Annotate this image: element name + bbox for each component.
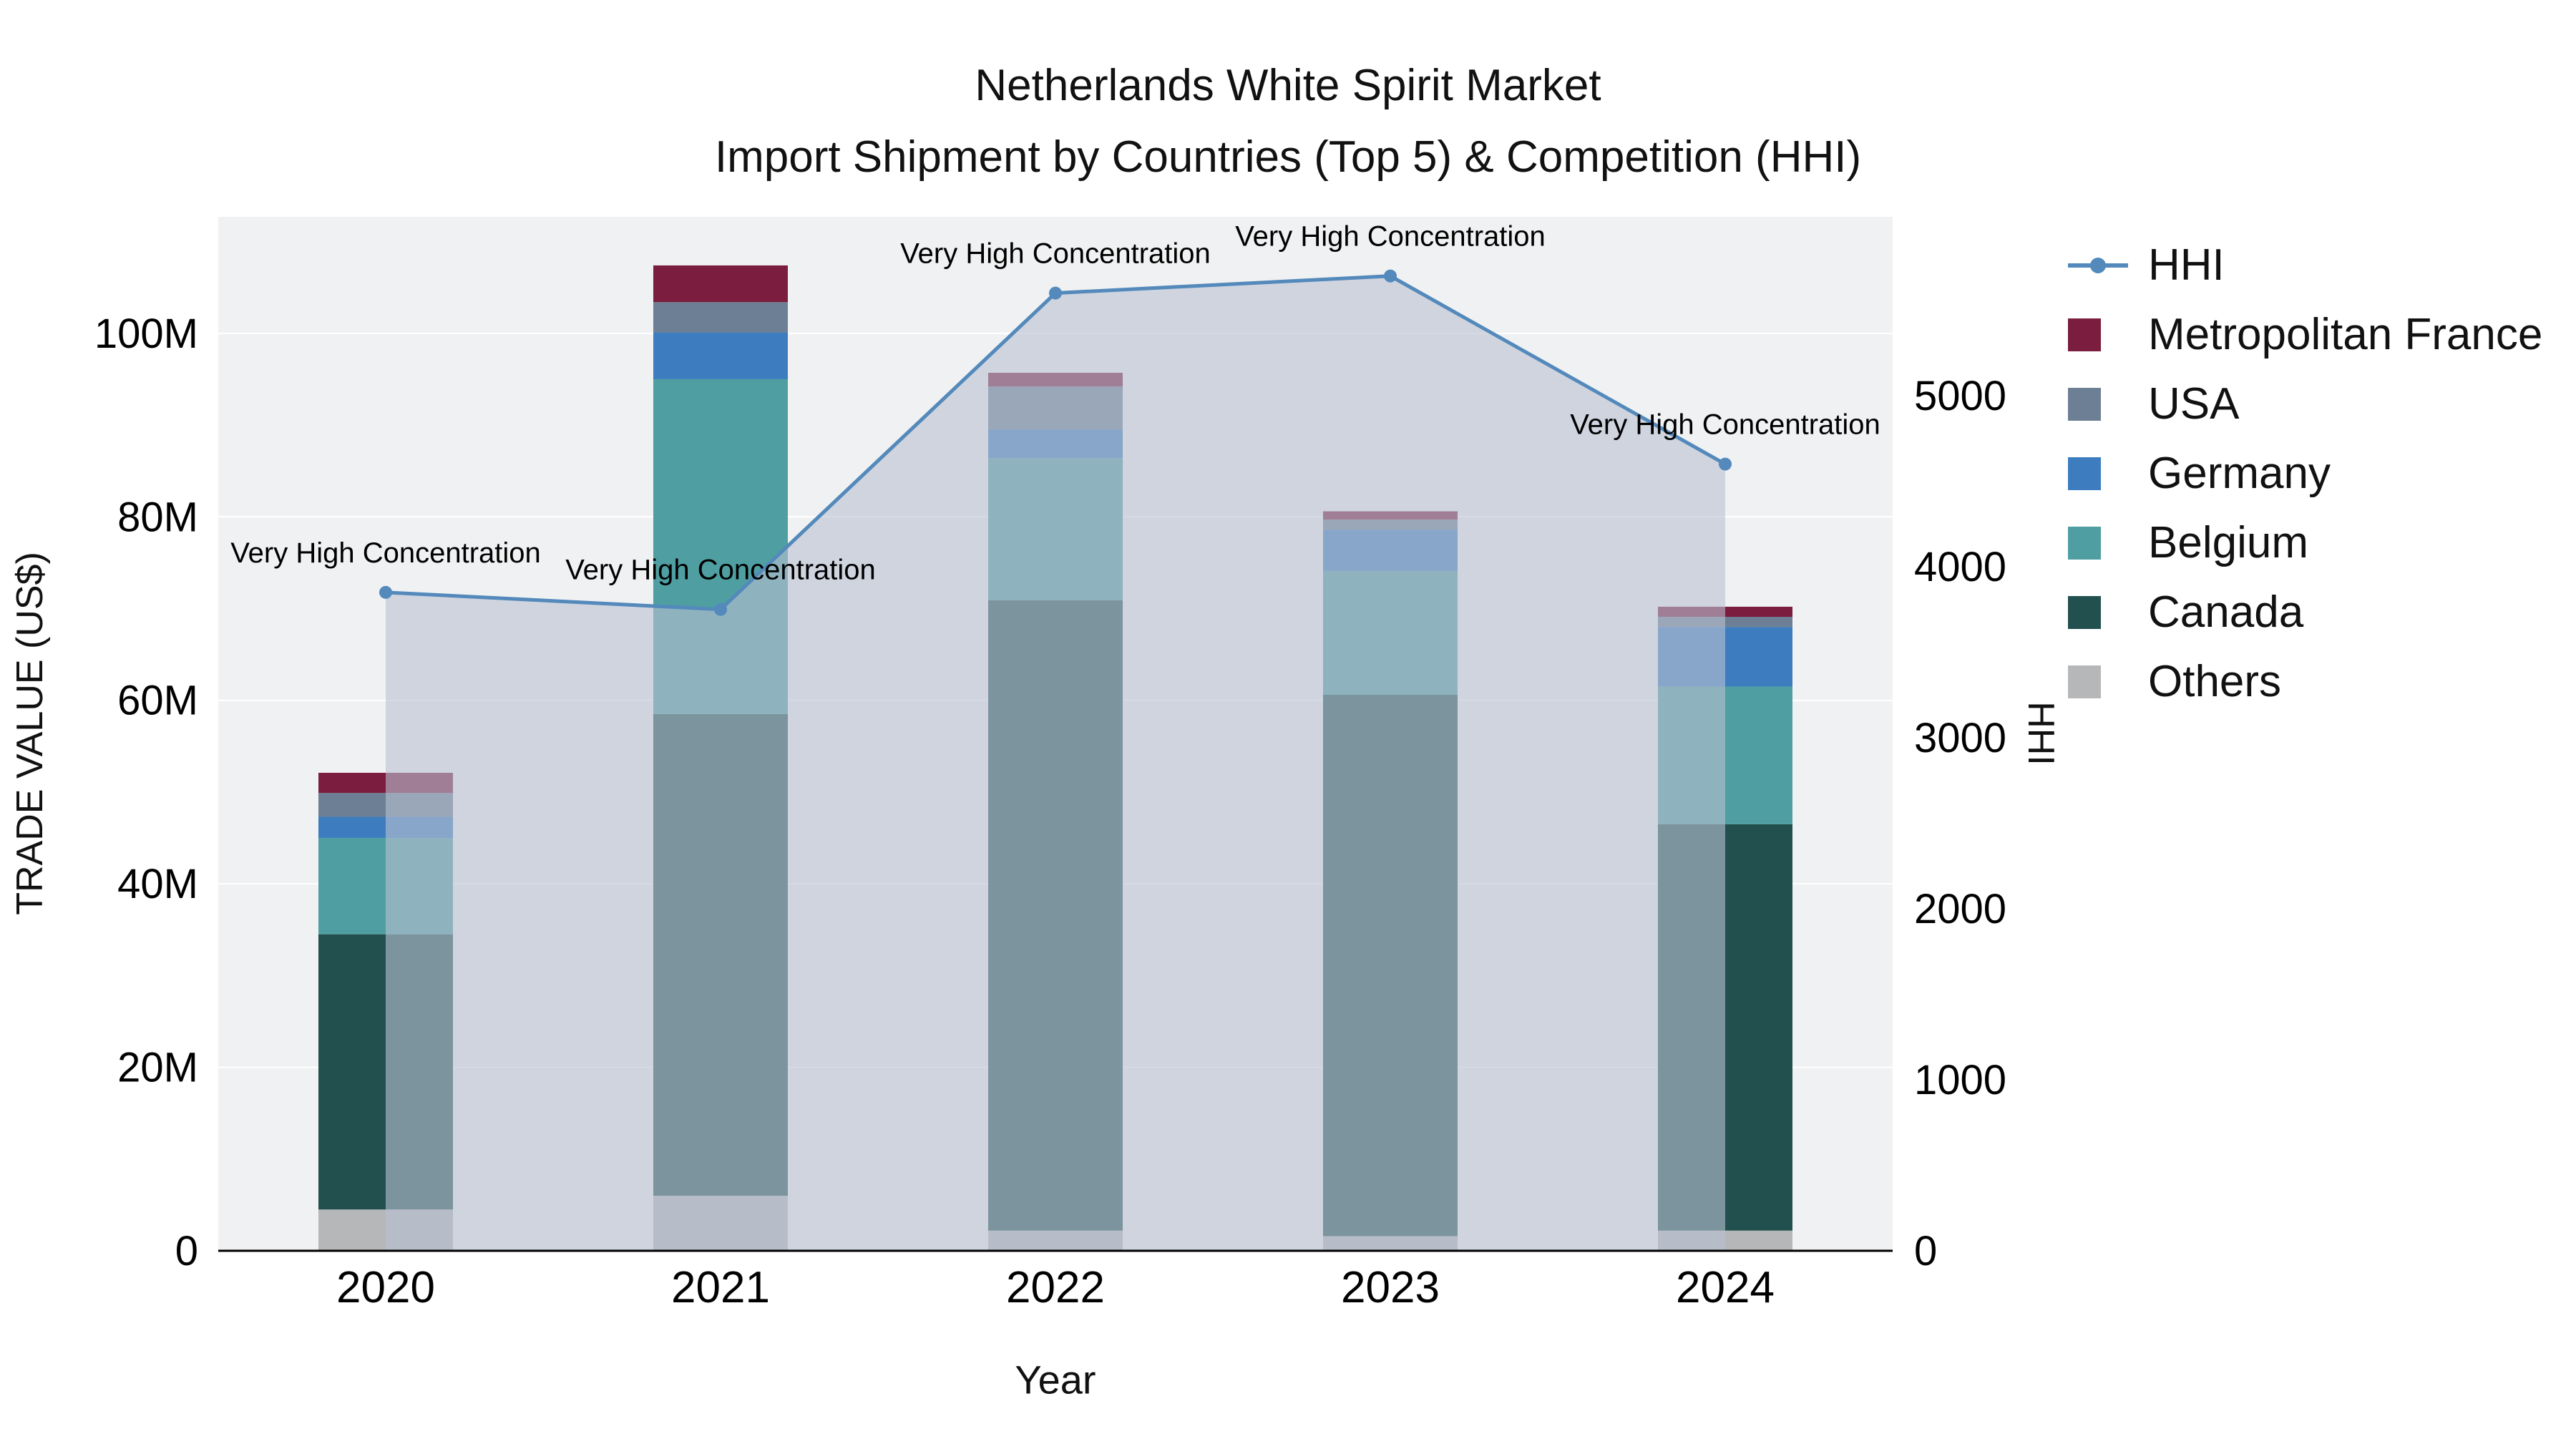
legend-item-canada[interactable]: Canada <box>2068 577 2542 647</box>
annotation-2023: Very High Concentration <box>1235 221 1546 253</box>
legend-label: Belgium <box>2148 518 2308 567</box>
legend: HHI Metropolitan France USA Germany Belgium C… <box>2068 230 2542 716</box>
x-axis-tick: 2024 <box>1676 1263 1775 1312</box>
annotation-2021: Very High Concentration <box>565 555 876 586</box>
legend-line-swatch-icon <box>2068 263 2137 268</box>
right-axis-title: HHI <box>2020 701 2062 766</box>
legend-label: Metropolitan France <box>2148 310 2543 359</box>
right-axis-tick: 5000 <box>1914 373 2006 419</box>
chart-title-line2: Import Shipment by Countries (Top 5) & C… <box>714 132 1862 182</box>
legend-item-hhi[interactable]: HHI <box>2068 230 2542 300</box>
legend-item-belgium[interactable]: Belgium <box>2068 508 2542 577</box>
annotation-2024: Very High Concentration <box>1570 409 1880 441</box>
legend-square-swatch-icon <box>2068 665 2137 698</box>
x-axis-tick: 2020 <box>336 1263 435 1312</box>
left-axis-tick: 80M <box>117 494 198 540</box>
left-axis-tick: 100M <box>94 311 198 357</box>
left-axis-title: TRADE VALUE (US$) <box>9 552 51 915</box>
legend-square-swatch-icon <box>2068 318 2137 351</box>
annotation-2022: Very High Concentration <box>900 238 1211 270</box>
right-axis-tick: 4000 <box>1914 544 2006 590</box>
legend-square-swatch-icon <box>2068 526 2137 560</box>
legend-label: HHI <box>2148 240 2225 290</box>
right-axis-tick: 3000 <box>1914 715 2006 761</box>
bar-segment-usa-2021[interactable] <box>653 302 788 333</box>
hhi-point-2020[interactable] <box>379 585 392 599</box>
left-axis-tick: 0 <box>175 1228 198 1274</box>
legend-label: USA <box>2148 379 2240 429</box>
legend-square-swatch-icon <box>2068 595 2137 629</box>
annotation-2020: Very High Concentration <box>230 537 541 569</box>
x-axis-tick: 2021 <box>671 1263 770 1312</box>
right-axis-tick: 0 <box>1914 1228 1937 1274</box>
right-axis-tick: 1000 <box>1914 1057 2006 1103</box>
chart-title: Netherlands White Spirit Market Import S… <box>0 50 2576 193</box>
legend-item-germany[interactable]: Germany <box>2068 439 2542 508</box>
hhi-point-2024[interactable] <box>1719 457 1732 471</box>
hhi-point-2021[interactable] <box>714 602 727 616</box>
left-axis-tick: 20M <box>117 1045 198 1091</box>
bar-segment-metropolitan-france-2021[interactable] <box>653 265 788 303</box>
legend-item-usa[interactable]: USA <box>2068 369 2542 439</box>
hhi-point-2022[interactable] <box>1049 286 1062 300</box>
right-axis-tick: 2000 <box>1914 886 2006 932</box>
x-axis-tick: 2023 <box>1341 1263 1440 1312</box>
hhi-area <box>386 275 1725 1251</box>
left-axis-tick: 60M <box>117 678 198 724</box>
hhi-point-2023[interactable] <box>1384 269 1397 283</box>
x-axis-tick: 2022 <box>1006 1263 1105 1312</box>
legend-label: Canada <box>2148 587 2304 637</box>
legend-item-others[interactable]: Others <box>2068 647 2542 716</box>
bar-segment-germany-2021[interactable] <box>653 332 788 379</box>
legend-square-swatch-icon <box>2068 457 2137 490</box>
x-axis-title: Year <box>1015 1357 1096 1402</box>
legend-label: Germany <box>2148 449 2331 498</box>
legend-label: Others <box>2148 657 2282 706</box>
legend-square-swatch-icon <box>2068 387 2137 421</box>
chart-title-line1: Netherlands White Spirit Market <box>975 61 1601 110</box>
legend-item-metropolitan-france[interactable]: Metropolitan France <box>2068 300 2542 369</box>
left-axis-tick: 40M <box>117 861 198 907</box>
